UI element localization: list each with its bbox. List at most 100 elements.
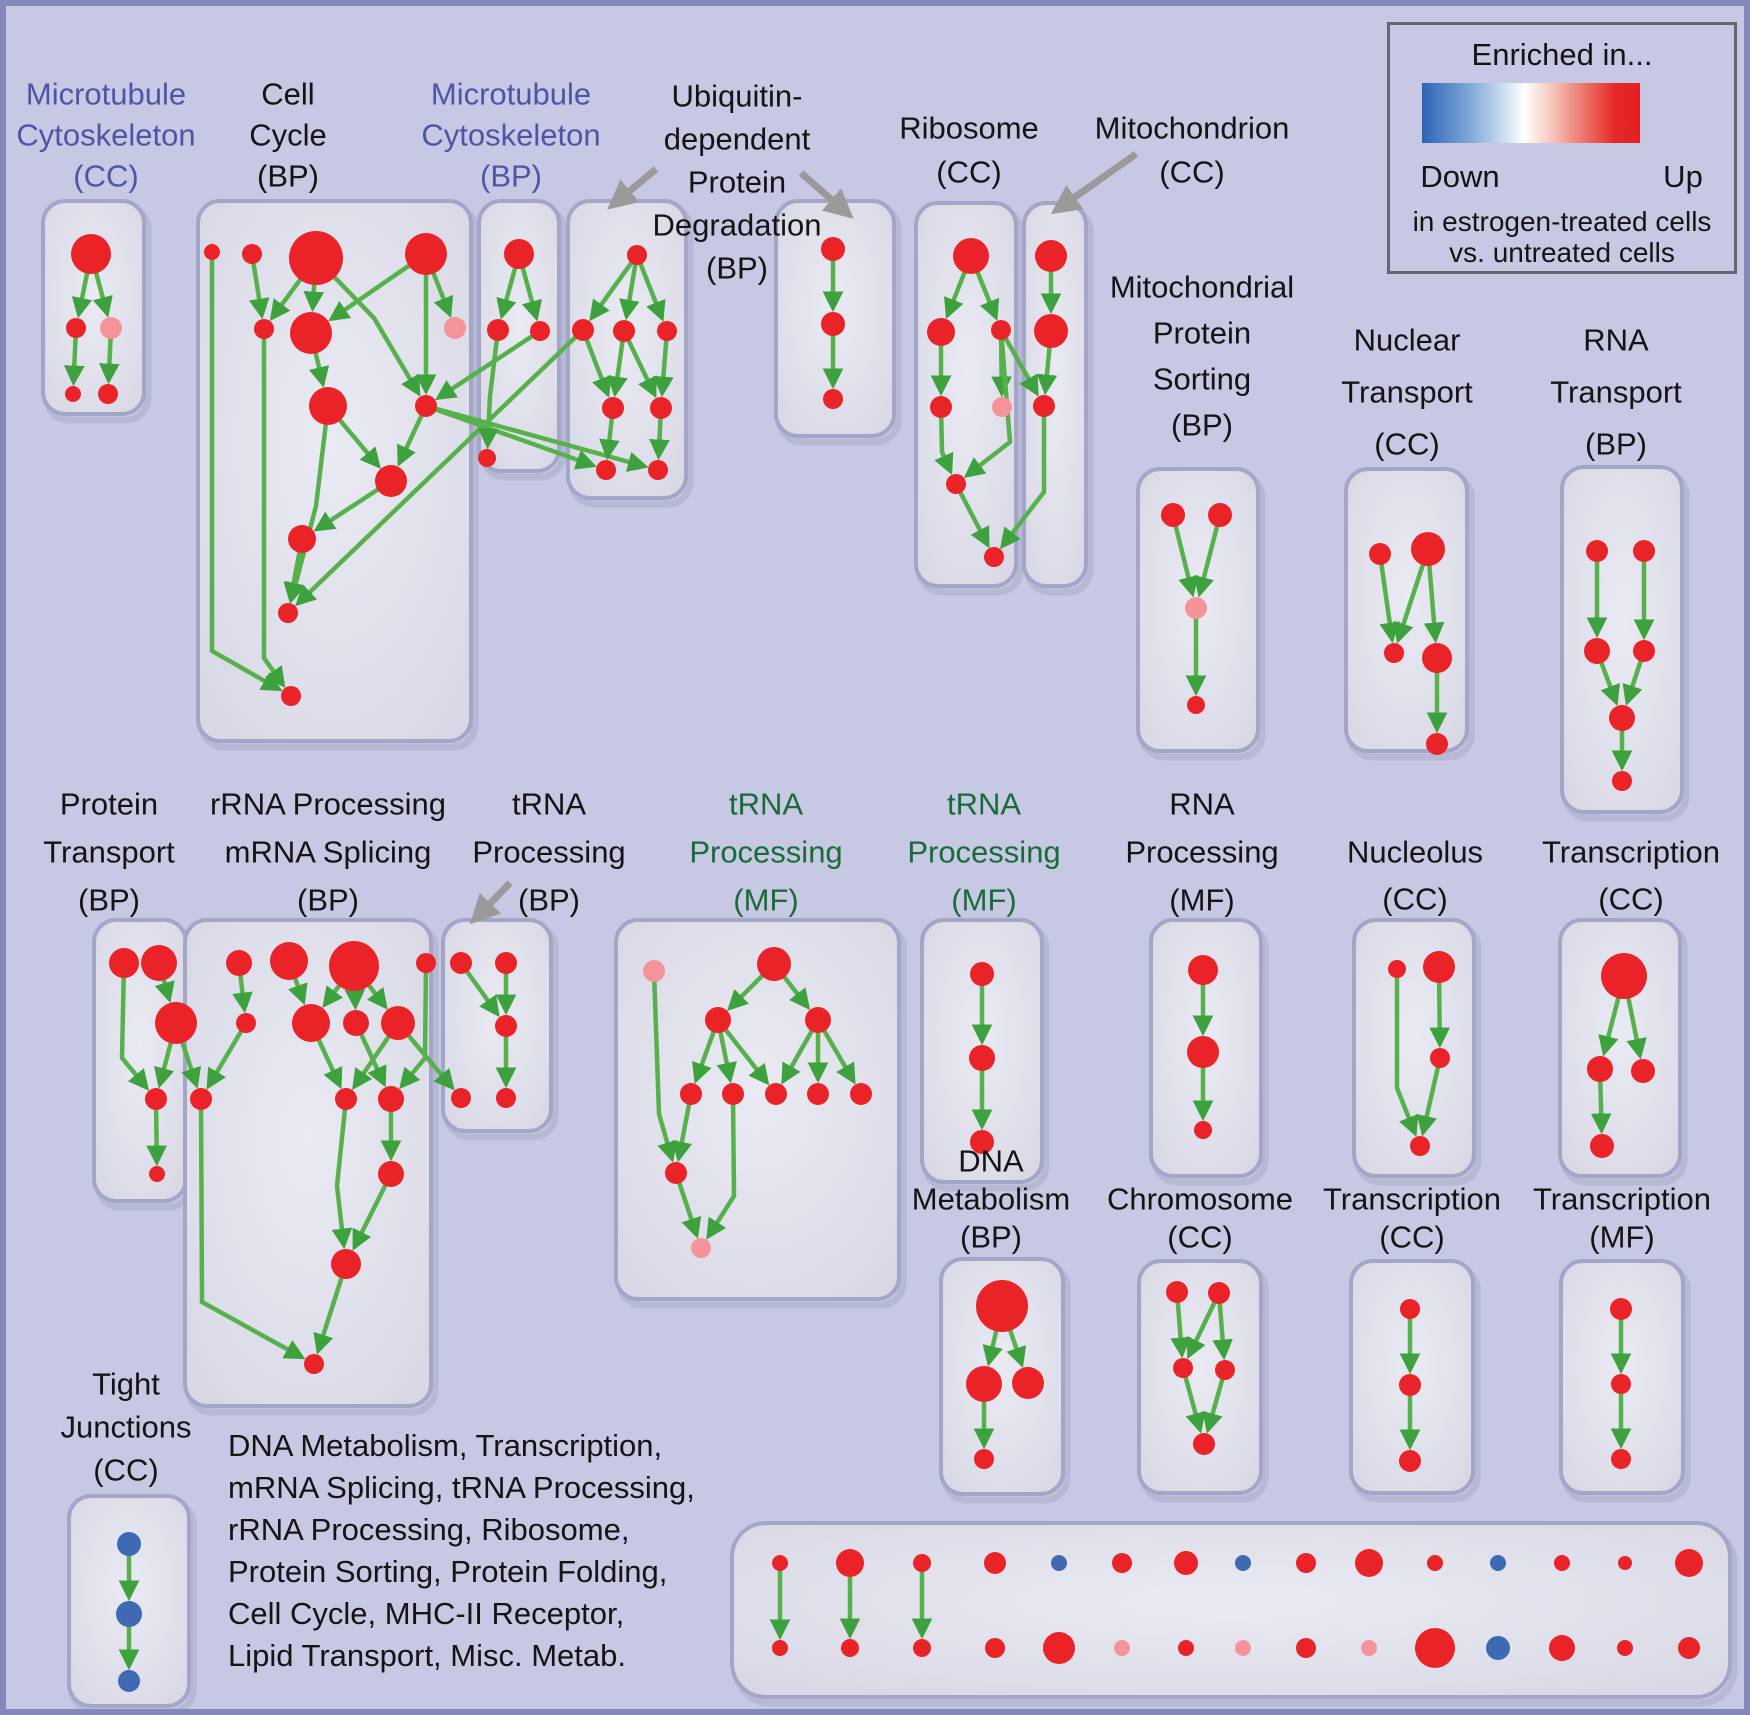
go-term-node-W2n [1617,1640,1633,1656]
go-term-node-UA8 [648,460,668,480]
go-term-node-B7 [309,387,347,425]
go-term-node-F0 [1400,1299,1420,1319]
box-dna-metabolism [939,1257,1065,1496]
go-term-node-W2m [1549,1635,1575,1661]
go-term-node-V1 [116,1601,142,1627]
go-term-node-M2 [1033,395,1055,417]
box-cell-cycle [196,199,473,743]
label-pointer-arrow [607,166,659,210]
go-term-node-H10 [691,1238,711,1258]
go-term-node-H1 [757,947,791,981]
relation-arrow [634,254,666,322]
go-term-node-N0 [1369,543,1391,565]
go-term-node-V0 [117,1532,141,1556]
go-term-node-Gc2 [378,1086,404,1112]
box-chromosome [1137,1259,1263,1495]
go-term-node-UA0 [627,245,647,265]
go-term-node-W1g [1174,1551,1198,1575]
go-term-node-B11 [278,603,298,623]
go-term-node-Ga1 [270,942,308,980]
go-term-node-R3 [930,396,952,418]
go-term-node-Q2 [1584,638,1610,664]
relation-arrow [285,405,331,604]
go-term-node-W1d [984,1552,1006,1574]
go-term-node-E2 [1173,1358,1193,1378]
go-term-node-W1e [1051,1555,1067,1571]
go-term-node-R0 [953,238,989,274]
go-term-node-W2d [985,1638,1005,1658]
go-term-node-H6 [765,1083,787,1105]
go-term-node-W1a [772,1555,788,1571]
go-term-node-P2 [1185,597,1207,619]
go-term-node-UA7 [596,460,616,480]
go-term-node-W2b [841,1639,859,1657]
relation-arrow [934,406,954,476]
relation-arrow [206,1021,248,1090]
box-transcription-cc-mid [1558,918,1682,1178]
go-term-node-M1 [1034,314,1068,348]
go-term-node-B1 [242,244,262,264]
go-term-node-H5 [722,1083,744,1105]
go-term-node-W1j [1355,1549,1383,1577]
go-term-node-K1 [1423,951,1455,983]
go-term-node-E3 [1215,1360,1235,1380]
go-term-node-C3 [530,321,550,341]
go-term-node-R5 [946,474,966,494]
relation-arrow [209,252,283,692]
box-microtubule-cc [41,199,146,416]
go-term-node-UB2 [823,389,843,409]
go-term-node-B5 [290,312,332,354]
go-term-node-L0 [1601,953,1647,999]
box-rrna-mrna [183,918,433,1408]
legend-up-label: Up [1663,159,1703,194]
relation-arrow [261,329,286,689]
go-term-node-K0 [1388,960,1406,978]
go-term-node-K3 [1410,1136,1430,1156]
go-term-node-H3 [805,1007,831,1033]
go-term-node-R1 [927,318,955,346]
go-term-node-H2 [705,1007,731,1033]
go-term-node-B12 [281,686,301,706]
label-pointer-arrow [1050,151,1139,215]
go-term-node-E4 [1193,1433,1215,1455]
go-term-node-N1 [1411,532,1445,566]
go-term-node-I0 [970,962,994,986]
go-term-node-F5 [1611,1449,1631,1469]
go-term-node-Gb3 [381,1006,415,1040]
go-term-node-R6 [984,547,1004,567]
go-term-node-J2 [1194,1121,1212,1139]
go-term-node-W1f [1112,1553,1132,1573]
relation-arrow [653,330,674,398]
go-term-node-TB4 [496,1088,516,1108]
relation-arrow [963,329,1013,478]
go-term-node-C4 [478,449,496,467]
go-term-node-A5 [98,384,118,404]
go-term-node-W1b [836,1549,864,1577]
box-microtubule-bp [477,199,561,473]
go-term-node-N4 [1426,733,1448,755]
go-term-node-T4 [149,1166,165,1182]
go-term-node-Gb0 [236,1013,256,1033]
go-term-node-Ga3 [416,953,436,973]
go-term-node-A4 [65,386,81,402]
go-term-node-H7 [807,1083,829,1105]
relation-arrow [314,256,421,397]
go-term-node-F4 [1611,1374,1631,1394]
go-term-node-W2o [1678,1637,1700,1659]
go-term-node-K2 [1430,1048,1450,1068]
relation-arrow [1416,1057,1443,1137]
go-term-node-D2 [1012,1367,1044,1399]
go-term-node-W1i [1296,1553,1316,1573]
network-diagram [41,151,1738,1709]
box-nucleolus [1352,918,1476,1178]
go-term-node-R4 [992,397,1012,417]
relation-arrow [478,329,501,450]
go-term-node-W2c [913,1639,931,1657]
go-term-node-W2g [1178,1640,1194,1656]
relation-arrow [331,1098,353,1250]
go-term-node-W2f [1114,1640,1130,1656]
box-misc-strip [730,1521,1732,1699]
go-term-node-N3 [1422,643,1452,673]
go-term-node-B0 [204,244,220,260]
